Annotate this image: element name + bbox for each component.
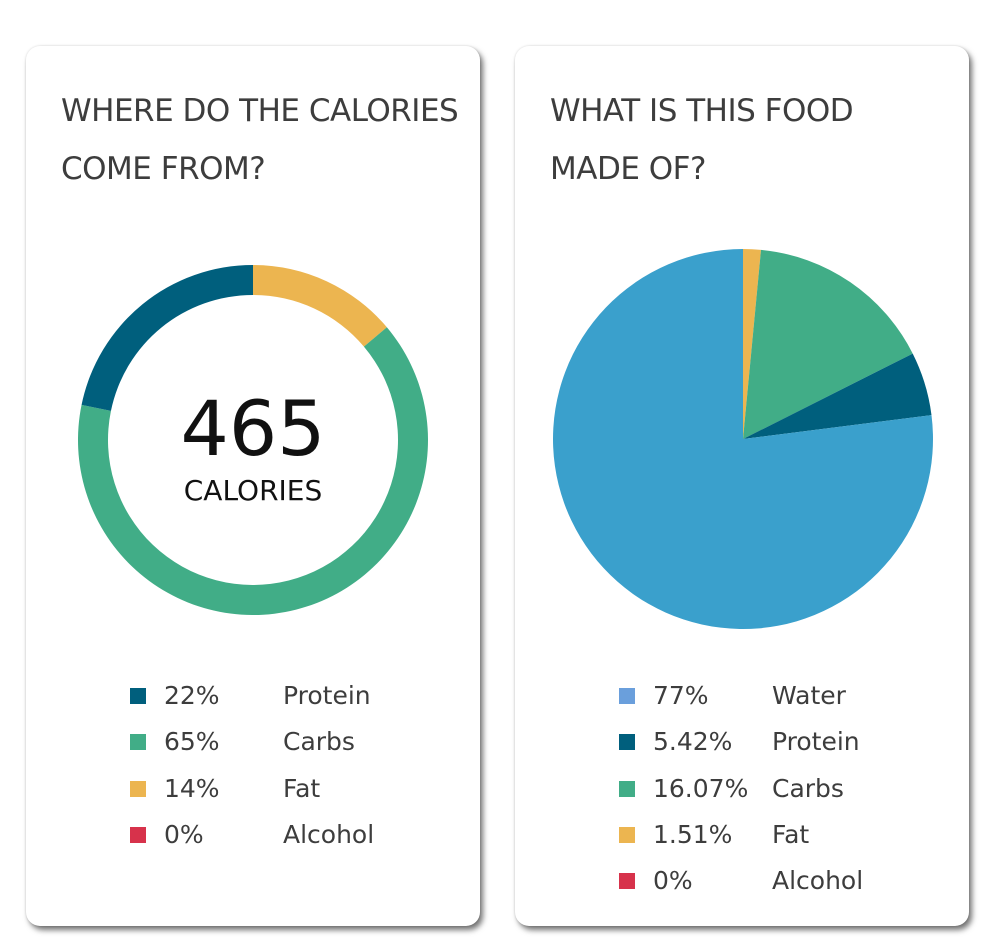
calories-card-title: WHERE DO THE CALORIES COME FROM? bbox=[61, 93, 459, 187]
legend-pct-carbs: 16.07% bbox=[653, 773, 749, 803]
legend-pct-carbs: 65% bbox=[164, 727, 220, 757]
donut-slice-carbs bbox=[77, 327, 429, 615]
legend-pct-alcohol: 0% bbox=[164, 819, 204, 849]
donut-slice-fat bbox=[253, 265, 387, 347]
calories-total-value: 465 bbox=[180, 384, 326, 473]
legend-name-carbs: Carbs bbox=[283, 727, 355, 757]
legend-swatch-fat bbox=[130, 780, 146, 797]
legend-name-water: Water bbox=[772, 681, 846, 710]
legend-swatch-alcohol bbox=[619, 873, 635, 890]
legend-swatch-carbs bbox=[130, 734, 146, 751]
legend-name-fat: Fat bbox=[283, 773, 321, 803]
pie-slice-water bbox=[553, 249, 933, 630]
legend-swatch-protein bbox=[130, 688, 146, 704]
composition-card: WHAT IS THIS FOOD MADE OF? 77% Water 5.4… bbox=[515, 46, 969, 926]
legend-pct-fat: 1.51% bbox=[653, 819, 733, 849]
legend-swatch-protein bbox=[619, 734, 635, 751]
legend-swatch-water bbox=[619, 688, 635, 704]
legend-pct-protein: 5.42% bbox=[653, 727, 733, 757]
legend-name-carbs: Carbs bbox=[772, 773, 844, 803]
legend-name-alcohol: Alcohol bbox=[283, 819, 375, 849]
legend-pct-protein: 22% bbox=[164, 681, 220, 710]
legend-name-fat: Fat bbox=[772, 819, 810, 849]
composition-pie-chart bbox=[553, 249, 933, 630]
legend-name-alcohol: Alcohol bbox=[772, 866, 864, 896]
legend-swatch-fat bbox=[619, 826, 635, 843]
legend-pct-water: 77% bbox=[653, 681, 709, 710]
legend-pct-fat: 14% bbox=[164, 773, 220, 803]
legend-name-protein: Protein bbox=[772, 727, 860, 757]
composition-card-title: WHAT IS THIS FOOD MADE OF? bbox=[550, 93, 854, 187]
pie-slice-carbs bbox=[743, 249, 913, 439]
donut-slice-protein bbox=[81, 265, 253, 411]
calories-total-label: CALORIES bbox=[183, 474, 323, 507]
calories-card: WHERE DO THE CALORIES COME FROM? 465 CAL… bbox=[26, 46, 480, 926]
calories-donut-chart bbox=[77, 265, 429, 615]
pie-slice-protein bbox=[743, 353, 932, 439]
legend-pct-alcohol: 0% bbox=[653, 866, 693, 896]
legend-name-protein: Protein bbox=[283, 681, 371, 710]
legend-swatch-carbs bbox=[619, 780, 635, 797]
legend-swatch-alcohol bbox=[130, 826, 146, 843]
pie-slice-fat bbox=[743, 249, 761, 439]
